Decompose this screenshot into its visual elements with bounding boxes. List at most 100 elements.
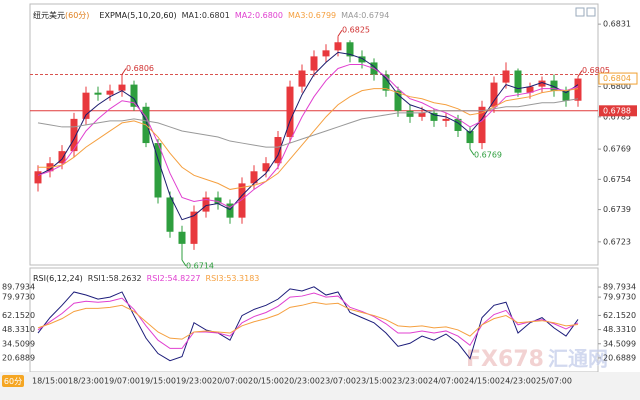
x-tick-label: 19/15:00 [140, 377, 176, 386]
last-price-label: 0.6804 [603, 74, 631, 83]
candle-body [466, 130, 474, 144]
annotation-label: 0.6806 [126, 64, 154, 73]
header-item: EXPMA(5,10,20,60) [99, 11, 176, 20]
y-tick-label: 20.6889 [2, 353, 35, 362]
candle-body [34, 171, 42, 184]
annotation-tick [469, 148, 475, 156]
annotation-label: 0.6769 [474, 151, 502, 160]
panel-header: RSI(6,12,24) RSI1:58.2632 RSI2:54.8227 RSI3… [33, 274, 259, 283]
y-tick-label: 89.7934 [603, 283, 636, 292]
watermark: FX678 [466, 347, 544, 372]
candle-body [490, 82, 498, 107]
x-tick-label: 23/23:00 [392, 377, 428, 386]
candle-body [526, 86, 534, 93]
header-item: 纽元美元 [33, 10, 65, 20]
header-item: MA4:0.6794 [341, 11, 389, 20]
price-level-label: 0.6788 [603, 106, 631, 115]
annotation-label: 0.6714 [186, 261, 214, 270]
y-tick-label: 0.6723 [603, 237, 631, 246]
price-level-box [599, 105, 637, 117]
annotation-tick [121, 68, 127, 75]
candle-body [250, 171, 258, 184]
annotation-label: 0.6825 [342, 26, 370, 35]
candle-body [322, 50, 330, 57]
y-tick-label: 79.9730 [2, 293, 35, 302]
candle-body [58, 151, 66, 164]
watermark: 汇通网 [548, 347, 608, 371]
period-badge[interactable] [2, 375, 24, 387]
x-tick-label: 24/07:00 [428, 377, 464, 386]
indicator-line [37, 301, 579, 340]
annotation-tick [337, 29, 343, 37]
period-label: 60分 [4, 377, 22, 386]
candle-body [550, 80, 558, 91]
candle-body [106, 90, 114, 95]
candle-body [334, 42, 342, 51]
candle-body [118, 84, 126, 91]
header-item: RSI2:54.8227 [147, 274, 201, 283]
candle-body [274, 137, 282, 164]
indicator-line [37, 63, 579, 209]
candle-body [286, 86, 294, 138]
candle-body [310, 56, 318, 71]
y-tick-label: 0.6785 [603, 112, 631, 121]
candle-body [562, 90, 570, 101]
candle-body [214, 197, 222, 204]
candle-body [358, 56, 366, 63]
y-tick-label: 0.6800 [603, 82, 631, 91]
candle-body [406, 110, 414, 117]
x-tick-label: 19/07:00 [104, 377, 140, 386]
candle-body [238, 183, 246, 218]
candle-body [394, 90, 402, 111]
header-item: (60分) [65, 11, 89, 20]
header-item: RSI3:53.3183 [206, 274, 260, 283]
x-tick-label: 24/15:00 [464, 377, 500, 386]
candle-body [514, 70, 522, 93]
header-item: MA1:0.6801 [182, 11, 230, 20]
candle-body [418, 112, 426, 117]
main-panel [29, 3, 599, 266]
indicator-line [37, 51, 579, 221]
x-tick-label: 18/15:00 [32, 377, 68, 386]
candle-body [538, 80, 546, 87]
candle-body [478, 106, 486, 144]
candle-body [382, 74, 390, 91]
candle-body [130, 84, 138, 107]
header-item: RSI1:58.2632 [88, 274, 142, 283]
candle-body [346, 42, 354, 57]
x-tick-label: 18/23:00 [68, 377, 104, 386]
x-tick-label: 19/23:00 [176, 377, 212, 386]
y-tick-label: 0.6831 [603, 20, 631, 29]
y-tick-label: 62.1520 [603, 311, 636, 320]
candle-body [574, 78, 582, 101]
header-item: MA2:0.6800 [235, 11, 283, 20]
candle-body [298, 70, 306, 87]
candle-body [94, 92, 102, 95]
y-tick-label: 79.9730 [603, 293, 636, 302]
panel-icon[interactable] [586, 7, 596, 17]
panel-header: 纽元美元(60分) EXPMA(5,10,20,60) MA1:0.6801 MA2:… [33, 10, 389, 20]
candle-body [454, 118, 462, 131]
y-tick-label: 20.6889 [603, 353, 636, 362]
y-tick-label: 34.5099 [603, 339, 636, 348]
x-tick-label: 20/07:00 [212, 377, 248, 386]
candle-body [82, 92, 90, 119]
panel-icon[interactable] [575, 7, 585, 17]
x-tick-label: 20/23:00 [284, 377, 320, 386]
time-axis-bar [0, 372, 640, 400]
x-tick-label: 24/23:00 [500, 377, 536, 386]
y-tick-label: 89.7934 [2, 283, 35, 292]
y-tick-label: 0.6769 [603, 145, 631, 154]
candle-body [226, 203, 234, 218]
x-tick-label: 23/15:00 [356, 377, 392, 386]
annotation-tick [181, 259, 187, 267]
annotation-label: 0.6805 [582, 66, 610, 75]
annotation-tick [577, 70, 583, 77]
last-price-box [598, 72, 638, 85]
candle-body [190, 211, 198, 244]
header-item: MA3:0.6799 [288, 11, 336, 20]
candle-body [442, 118, 450, 121]
y-tick-label: 34.5099 [2, 339, 35, 348]
indicator-line [37, 292, 579, 349]
